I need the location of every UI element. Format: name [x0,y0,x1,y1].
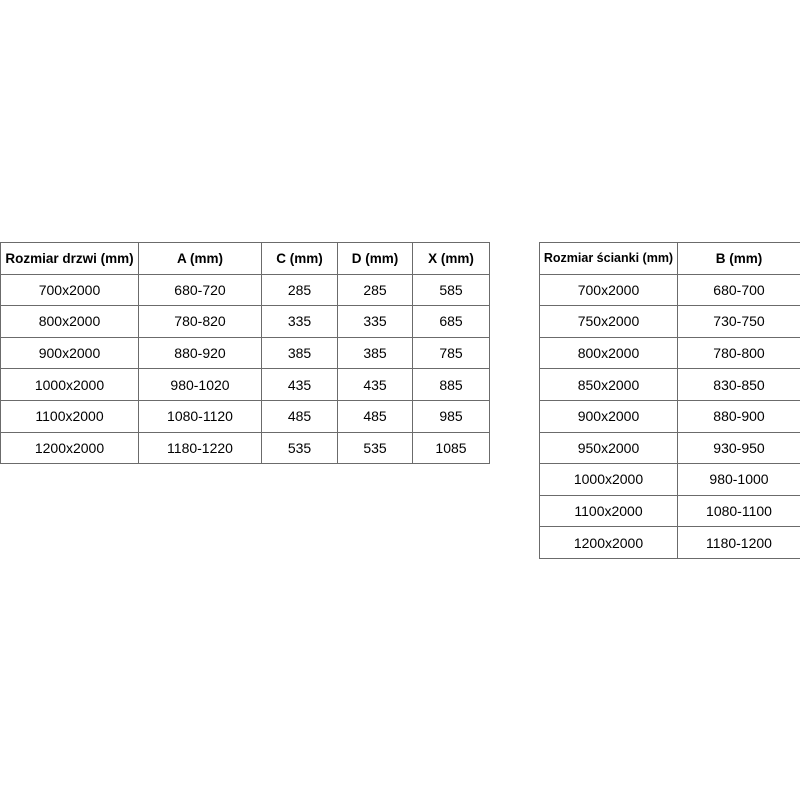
table-cell: 335 [337,305,413,338]
table-row: 800x2000 780-800 [539,336,800,370]
table-cell: 780-820 [138,305,262,338]
table-cell: 680-700 [677,273,800,307]
wall-size-table: Rozmiar ścianki (mm) B (mm) 700x2000 680-7… [539,242,800,559]
table-cell: 1200x2000 [0,431,139,465]
column-header: A (mm) [138,242,262,275]
table-row: 750x2000 730-750 [539,305,800,338]
table-row: 950x2000 930-950 [539,431,800,465]
table-row: 1200x2000 1180-1200 [539,526,800,559]
table-row: 1100x2000 1080-1100 [539,494,800,528]
table-cell: 780-800 [677,336,800,370]
table-row: 700x2000 680-700 [539,273,800,307]
table-cell: 1000x2000 [0,368,139,401]
table-cell: 985 [412,399,490,433]
table-cell: 885 [412,368,490,401]
table-row: 800x2000 780-820 335 335 685 [0,305,490,338]
table-cell: 880-900 [677,399,800,433]
table-row: 900x2000 880-900 [539,399,800,433]
table-cell: 1000x2000 [539,463,678,496]
table-cell: 1180-1220 [138,431,262,465]
column-header: Rozmiar drzwi (mm) [0,242,139,275]
table-row: 1000x2000 980-1000 [539,463,800,496]
door-size-table: Rozmiar drzwi (mm) A (mm) C (mm) D (mm) X (m… [0,242,490,465]
table-row: 1100x2000 1080-1120 485 485 985 [0,399,490,433]
table-row: 1200x2000 1180-1220 535 535 1085 [0,431,490,465]
table-cell: 585 [412,273,490,307]
column-header: X (mm) [412,242,490,275]
table-cell: 1080-1100 [677,494,800,528]
table-cell: 485 [261,399,338,433]
table-cell: 1085 [412,431,490,465]
table-row: 900x2000 880-920 385 385 785 [0,336,490,370]
table-cell: 485 [337,399,413,433]
table-cell: 535 [337,431,413,465]
table-cell: 1080-1120 [138,399,262,433]
table-cell: 385 [337,336,413,370]
table-cell: 285 [337,273,413,307]
table-cell: 930-950 [677,431,800,465]
column-header: Rozmiar ścianki (mm) [539,242,678,275]
table-cell: 785 [412,336,490,370]
table-row: 700x2000 680-720 285 285 585 [0,273,490,307]
table-cell: 535 [261,431,338,465]
table-cell: 680-720 [138,273,262,307]
table-header-row: Rozmiar ścianki (mm) B (mm) [539,242,800,275]
table-cell: 685 [412,305,490,338]
table-cell: 980-1020 [138,368,262,401]
table-row: 850x2000 830-850 [539,368,800,401]
table-cell: 750x2000 [539,305,678,338]
table-cell: 880-920 [138,336,262,370]
table-cell: 980-1000 [677,463,800,496]
table-cell: 1100x2000 [539,494,678,528]
table-cell: 435 [261,368,338,401]
table-cell: 800x2000 [539,336,678,370]
table-cell: 335 [261,305,338,338]
table-cell: 900x2000 [539,399,678,433]
table-cell: 900x2000 [0,336,139,370]
table-cell: 700x2000 [0,273,139,307]
table-cell: 285 [261,273,338,307]
table-row: 1000x2000 980-1020 435 435 885 [0,368,490,401]
table-header-row: Rozmiar drzwi (mm) A (mm) C (mm) D (mm) X (m… [0,242,490,275]
column-header: C (mm) [261,242,338,275]
table-cell: 730-750 [677,305,800,338]
table-cell: 830-850 [677,368,800,401]
table-cell: 850x2000 [539,368,678,401]
table-cell: 1200x2000 [539,526,678,559]
table-cell: 800x2000 [0,305,139,338]
column-header: D (mm) [337,242,413,275]
table-cell: 435 [337,368,413,401]
table-cell: 700x2000 [539,273,678,307]
table-cell: 1180-1200 [677,526,800,559]
table-cell: 385 [261,336,338,370]
table-cell: 1100x2000 [0,399,139,433]
table-cell: 950x2000 [539,431,678,465]
column-header: B (mm) [677,242,800,275]
